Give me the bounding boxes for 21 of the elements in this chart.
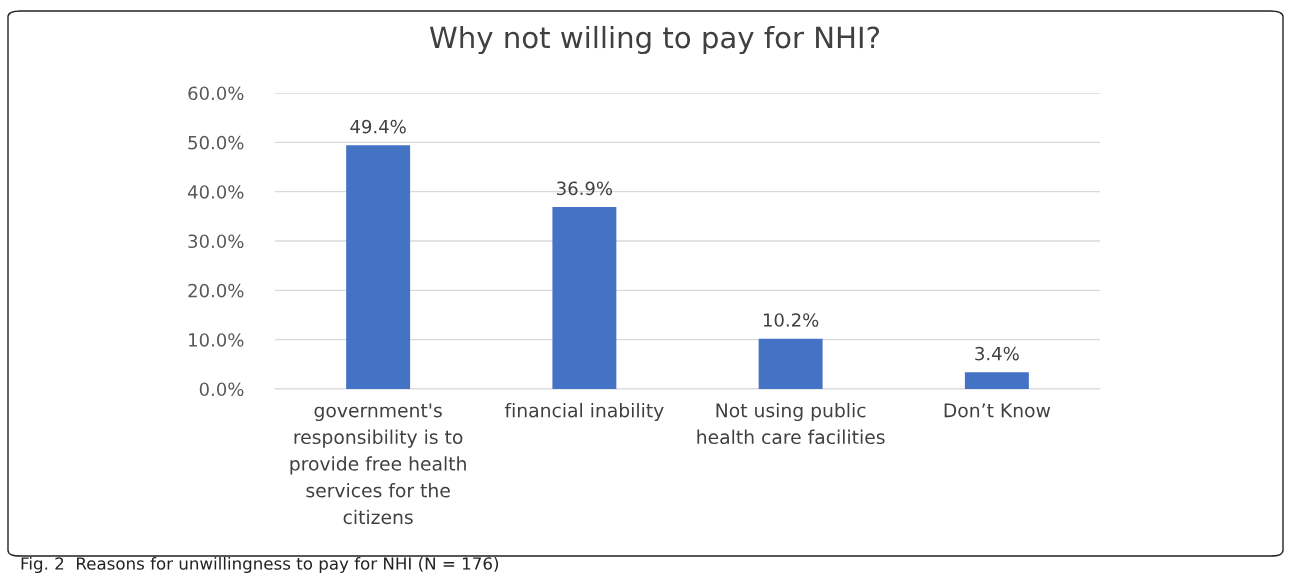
- y-tick-label: 20.0%: [188, 283, 244, 298]
- bar: [964, 372, 1029, 389]
- y-tick-label: 0.0%: [199, 382, 244, 397]
- x-tick-label: Not using public health care facilities: [697, 402, 885, 445]
- bar: [346, 145, 411, 389]
- x-tick-label: financial inability: [504, 402, 664, 422]
- y-tick-label: 30.0%: [188, 234, 244, 249]
- y-tick-label: 60.0%: [188, 86, 244, 101]
- data-label: 10.2%: [763, 313, 819, 327]
- x-tick-label: Don’t Know: [944, 403, 1051, 418]
- y-tick-label: 40.0%: [187, 185, 244, 199]
- bar: [552, 206, 617, 389]
- y-tick-label: 50.0%: [188, 135, 244, 150]
- caption: Fig. 2 Reasons for unwillingness to pay for NHI (N = 176): [21, 556, 499, 574]
- data-label: 36.9%: [557, 181, 613, 196]
- data-label: 3.4%: [975, 346, 1019, 361]
- data-label: 49.4%: [350, 119, 406, 134]
- chart-title: Why not willing to pay for NHI?: [429, 25, 880, 55]
- y-tick-label: 10.0%: [189, 333, 244, 347]
- x-tick-label: government's responsibility is to provide free health services for the citizens: [290, 403, 466, 525]
- bar: [758, 338, 823, 389]
